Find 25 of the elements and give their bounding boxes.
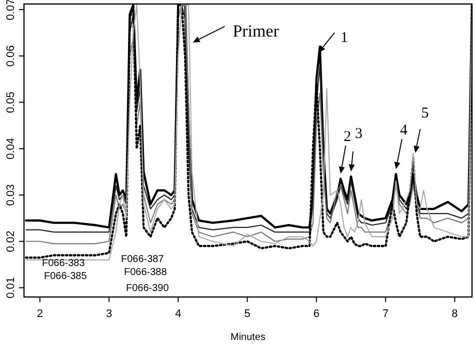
annotation: F066-387 [121, 254, 164, 265]
annotation: 5 [421, 105, 429, 122]
annotation: F066-388 [124, 267, 168, 278]
y-tick-label: 0.01 [5, 277, 17, 298]
annotation: F066-383 [42, 258, 86, 269]
x-tick-label: 2 [36, 308, 43, 320]
y-tick-label: 0.02 [5, 230, 17, 252]
annotation: Primer [232, 21, 280, 40]
y-tick-label: 0.04 [5, 138, 17, 160]
x-axis-title: Minutes [230, 332, 266, 343]
x-tick-label: 4 [175, 308, 182, 320]
annotation: 4 [400, 122, 408, 139]
annotation: 3 [355, 126, 363, 142]
annotation: F066-390 [126, 283, 170, 294]
y-tick-label: 0.03 [5, 184, 17, 206]
annotation: 1 [340, 30, 348, 46]
x-tick-label: 6 [313, 308, 320, 320]
x-tick-label: 7 [382, 308, 389, 320]
x-tick-label: 5 [244, 308, 250, 320]
x-tick-label: 8 [452, 308, 458, 320]
x-tick-label: 3 [106, 308, 112, 320]
annotation: 2 [344, 129, 352, 146]
annotation: F066-385 [44, 271, 88, 282]
y-tick-label: 0.06 [5, 45, 17, 67]
y-tick-label: 0.05 [5, 92, 17, 113]
